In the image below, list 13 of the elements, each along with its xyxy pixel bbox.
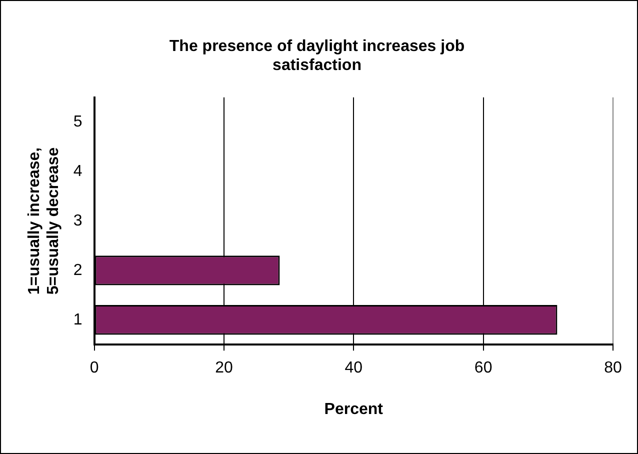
x-tick-label: 0 xyxy=(90,360,99,377)
y-tick-label: 1 xyxy=(73,311,82,328)
y-tick-label: 4 xyxy=(73,162,82,180)
x-tick-label: 20 xyxy=(215,360,233,377)
x-tick-label: 40 xyxy=(344,360,363,377)
y-tick-label: 3 xyxy=(73,212,82,230)
y-tick-label: 2 xyxy=(73,262,82,279)
x-tick-label: 80 xyxy=(604,360,622,377)
y-axis-title: 1=usually increase, 5=usually decrease xyxy=(26,147,62,295)
x-tick-label: 60 xyxy=(474,360,492,377)
chart-title: The presence of daylight increases job satisfaction xyxy=(169,38,465,74)
x-axis-title: Percent xyxy=(324,400,384,418)
y-tick-label: 5 xyxy=(73,114,82,131)
